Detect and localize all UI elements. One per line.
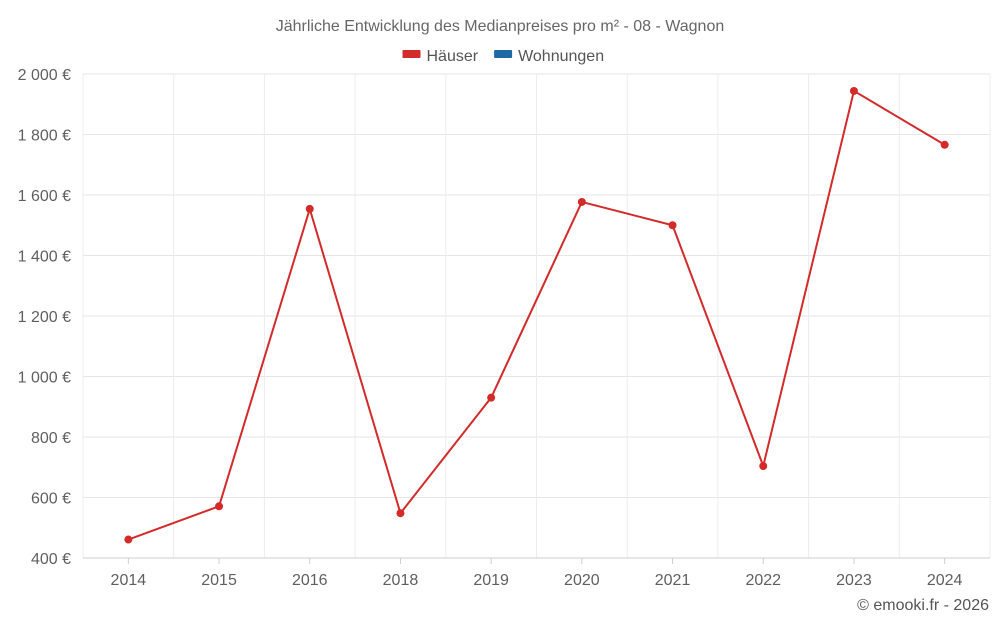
y-tick-label: 2 000 € [18,67,71,84]
y-tick-label: 1 000 € [18,370,71,387]
legend-item[interactable]: Wohnungen [494,48,604,65]
legend-swatch [402,50,421,58]
data-point[interactable] [577,197,586,206]
credit-text: © emooki.fr - 2026 [857,597,989,614]
y-tick-label: 1 200 € [18,309,71,326]
data-point[interactable] [305,204,314,213]
x-tick-label: 2016 [292,572,328,589]
legend-swatch [494,50,513,58]
data-point[interactable] [487,393,496,402]
legend-item[interactable]: Häuser [402,48,479,65]
y-tick-label: 1 400 € [18,249,71,266]
grid [82,73,991,559]
data-point[interactable] [124,535,133,544]
y-tick-label: 400 € [31,551,71,568]
x-tick-label: 2018 [383,572,419,589]
x-tick-label: 2019 [473,572,509,589]
axes: 400 € 600 € 800 € 1 000 € 1 200 € 1 400 € 1 60… [18,67,990,589]
data-point[interactable] [396,509,405,518]
x-tick-label: 2024 [927,572,963,589]
data-point[interactable] [668,221,677,230]
legend-label: Wohnungen [518,48,604,65]
data-point[interactable] [215,502,224,511]
y-tick-label: 600 € [31,491,71,508]
x-tick-label: 2023 [836,572,872,589]
y-tick-label: 1 600 € [18,188,71,205]
x-tick-label: 2021 [655,572,691,589]
legend-label: Häuser [427,48,479,65]
data-point[interactable] [849,86,858,95]
chart-title: Jährliche Entwicklung des Medianpreises … [276,18,725,35]
x-tick-label: 2022 [745,572,781,589]
series-layer [124,86,949,544]
data-point[interactable] [940,140,949,149]
data-point[interactable] [759,462,768,471]
x-tick-label: 2015 [201,572,237,589]
x-tick-label: 2014 [111,572,147,589]
series-line-h-user [128,89,946,541]
x-tick-label: 2020 [564,572,600,589]
y-tick-label: 800 € [31,430,71,447]
y-tick-label: 1 800 € [18,128,71,145]
legend[interactable]: Häuser Wohnungen [402,48,605,65]
